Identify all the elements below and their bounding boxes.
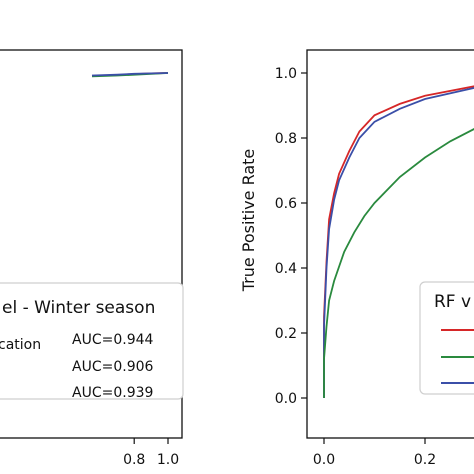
right-y-ticks: 0.0 0.2 0.4 0.6 0.8 1.0 bbox=[275, 66, 307, 407]
left-series-group bbox=[91, 72, 169, 78]
left-x-ticks: 0.8 1.0 bbox=[123, 438, 179, 468]
right-x-tick-label: 0.0 bbox=[313, 452, 335, 468]
right-plot-frame bbox=[306, 49, 474, 439]
right-y-tick-label: 0.6 bbox=[275, 196, 297, 212]
left-legend-auc-0: AUC=0.944 bbox=[72, 332, 154, 348]
right-panel: 0.0 0.2 0.0 0.2 0.4 0.6 0.8 1.0 True Positive … bbox=[239, 49, 474, 468]
right-series-line-2 bbox=[323, 128, 474, 398]
left-panel: 0.8 1.0 el - Winter season cation AUC=0.9… bbox=[0, 49, 184, 468]
left-legend-auc-1: AUC=0.906 bbox=[72, 359, 154, 375]
right-x-tick-label: 0.2 bbox=[414, 452, 436, 468]
left-legend-auc-2: AUC=0.939 bbox=[72, 385, 153, 401]
right-x-ticks: 0.0 0.2 bbox=[313, 438, 436, 468]
left-x-tick-label: 1.0 bbox=[157, 452, 179, 468]
right-y-tick-label: 0.4 bbox=[275, 261, 297, 277]
right-y-tick-label: 0.8 bbox=[275, 131, 297, 147]
right-y-axis-label: True Positive Rate bbox=[239, 149, 258, 293]
right-legend-title: RF v bbox=[434, 292, 471, 312]
right-legend: RF v bbox=[419, 281, 474, 395]
left-series-line-2 bbox=[91, 72, 169, 77]
left-x-tick-label: 0.8 bbox=[123, 452, 145, 468]
right-y-tick-label: 0.2 bbox=[275, 326, 297, 342]
left-plot-frame bbox=[0, 49, 183, 439]
left-legend-label-0: cation bbox=[0, 337, 41, 353]
right-series-line-1 bbox=[323, 87, 474, 398]
right-series-group bbox=[323, 85, 474, 398]
left-legend-box bbox=[0, 282, 184, 400]
left-legend-title: el - Winter season bbox=[2, 298, 155, 318]
right-y-tick-label: 1.0 bbox=[275, 66, 297, 82]
right-legend-box bbox=[419, 281, 474, 395]
left-legend: el - Winter season cation AUC=0.944 AUC=… bbox=[0, 282, 184, 401]
right-y-tick-label: 0.0 bbox=[275, 391, 297, 407]
